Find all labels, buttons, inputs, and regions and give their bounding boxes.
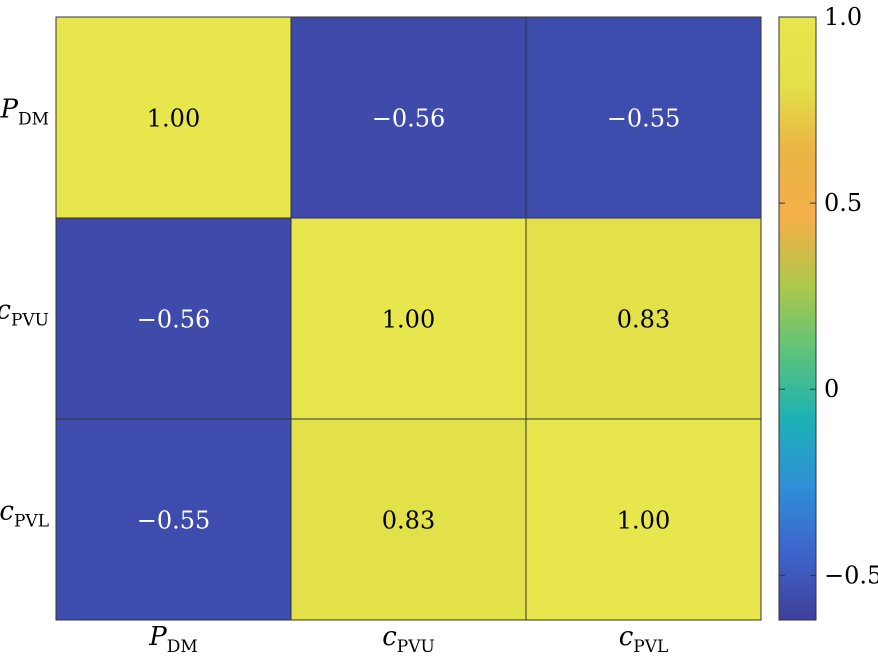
cell-value-label: 0.83 <box>382 507 435 535</box>
heatmap-cells: 1.00 −0.56 −0.55 −0.56 1.00 0.83 −0.55 0.83 1.00 <box>55 16 762 621</box>
column-labels: PDM cPVU cPVL <box>148 622 668 656</box>
cell-value-label: 1.00 <box>382 306 435 334</box>
cell-value-label: 1.00 <box>617 507 670 535</box>
row-label: cPVU <box>0 296 49 331</box>
heatmap-cell <box>55 418 292 621</box>
colorbar-tick-label: 1.0 <box>824 3 862 31</box>
colorbar-tick-label: 0 <box>824 375 839 403</box>
column-label: PDM <box>148 622 198 656</box>
heatmap-cell <box>290 418 527 621</box>
column-label: cPVU <box>382 622 435 656</box>
row-label: cPVL <box>0 497 49 532</box>
cell-value-label: 0.83 <box>617 306 670 334</box>
colorbar-gradient <box>778 16 817 621</box>
colorbar: 1.0 0.5 0 −0.5 <box>778 3 878 621</box>
heatmap-cell <box>290 16 527 219</box>
row-labels: PDM cPVU cPVL <box>0 95 49 532</box>
colorbar-tick-label: 0.5 <box>824 189 862 217</box>
cell-value-label: −0.55 <box>607 105 681 133</box>
heatmap-cell <box>55 16 292 219</box>
heatmap-cell <box>55 217 292 420</box>
cell-value-label: −0.56 <box>372 105 446 133</box>
cell-value-label: −0.56 <box>137 306 211 334</box>
heatmap-cell <box>525 418 762 621</box>
cell-value-label: −0.55 <box>137 507 211 535</box>
heatmap-cell <box>290 217 527 420</box>
column-label: cPVL <box>619 622 669 656</box>
cell-value-label: 1.00 <box>147 105 200 133</box>
colorbar-tick-label: −0.5 <box>824 561 878 589</box>
heatmap-cell <box>525 217 762 420</box>
row-label: PDM <box>0 95 49 130</box>
heatmap-cell <box>525 16 762 219</box>
